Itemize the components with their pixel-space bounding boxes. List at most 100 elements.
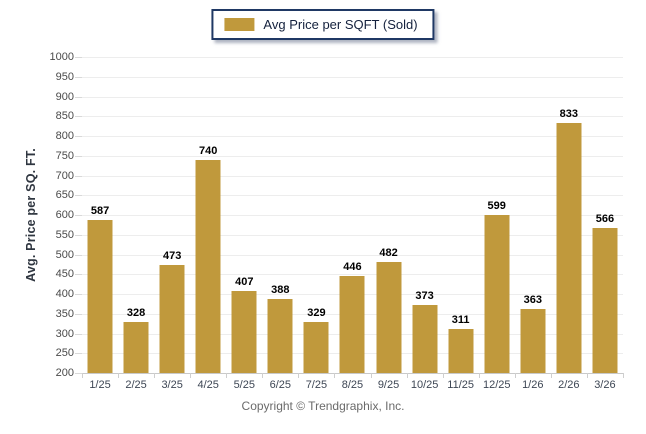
bar: [195, 159, 221, 373]
y-tick-mark: [75, 333, 82, 335]
gridline: [82, 155, 623, 157]
y-tick-label: 250: [55, 347, 74, 360]
x-tick-label: 10/25: [410, 379, 439, 391]
bar: [412, 304, 438, 373]
bar-value-label: 328: [126, 307, 146, 320]
y-tick-mark: [75, 175, 82, 177]
bar: [448, 329, 474, 373]
bar-slot: 311: [443, 57, 479, 373]
x-tick-mark: [298, 373, 300, 378]
y-tick-mark: [75, 274, 82, 276]
x-axis-line: [82, 373, 623, 374]
bar: [376, 261, 402, 373]
y-tick-mark: [75, 353, 82, 355]
y-tick-label: 500: [55, 248, 74, 261]
x-tick-label: 3/25: [161, 379, 183, 391]
bar: [520, 308, 546, 373]
x-tick-mark: [226, 373, 228, 378]
y-tick-mark: [75, 76, 82, 78]
y-tick-label: 950: [55, 70, 74, 83]
bar-slot: 373: [407, 57, 443, 373]
x-tick-label: 3/26: [594, 379, 616, 391]
bar-slot: 328: [118, 57, 154, 373]
x-tick-label: 11/25: [447, 379, 475, 391]
bar-value-label: 599: [487, 200, 506, 213]
x-tick-label: 7/25: [305, 379, 328, 391]
y-tick-mark: [75, 155, 82, 157]
y-tick-mark: [75, 254, 82, 256]
bar-value-label: 388: [271, 283, 290, 296]
gridline: [82, 76, 623, 78]
y-tick-label: 1000: [49, 51, 74, 63]
y-tick-label: 450: [55, 268, 74, 281]
gridline: [82, 116, 623, 118]
bar-value-label: 473: [162, 250, 182, 263]
bar-value-label: 740: [199, 144, 218, 157]
gridline: [82, 274, 623, 276]
legend-swatch-icon: [224, 18, 255, 31]
x-tick-label: 12/25: [482, 379, 511, 391]
gridline: [82, 195, 623, 197]
bar-slot: 329: [298, 57, 334, 373]
y-tick-mark: [75, 234, 82, 236]
y-tick-mark: [75, 294, 82, 295]
x-tick-labels: 1/25 2/25 3/25 4/25 5/25 6/25 7/25 8/25 9/25 10/2…: [82, 379, 623, 391]
x-tick-mark: [370, 373, 372, 378]
x-tick-label: 6/25: [269, 379, 292, 391]
gridline: [82, 96, 623, 98]
bar: [87, 220, 113, 373]
x-tick-label: 8/25: [341, 379, 364, 391]
bar: [556, 122, 582, 373]
copyright-text: Copyright © Trendgraphix, Inc.: [241, 399, 405, 413]
bar: [592, 228, 618, 373]
bar: [123, 322, 149, 373]
x-tick-mark: [442, 373, 444, 378]
plot-area: 200 250 300 350 400 450 500 550 600 650 700 750 800 8…: [50, 51, 623, 379]
bar-value-label: 329: [307, 307, 326, 320]
gridline: [82, 254, 623, 256]
y-tick-label: 900: [55, 90, 74, 103]
bar-value-label: 446: [343, 260, 362, 273]
bar-slot: 482: [371, 57, 407, 373]
x-tick-label: 5/25: [233, 379, 255, 391]
bar-slot: 587: [82, 57, 118, 373]
gridline: [82, 215, 623, 216]
x-tick-mark: [118, 373, 120, 378]
bar-slot: 566: [587, 57, 623, 373]
x-tick-mark: [623, 373, 624, 378]
x-tick-label: 2/26: [558, 379, 580, 391]
legend-label: Avg Price per SQFT (Sold): [263, 17, 418, 32]
gridline: [82, 57, 623, 58]
bar: [267, 298, 293, 373]
x-tick-mark: [334, 373, 336, 378]
y-tick-mark: [75, 136, 82, 137]
bar-slot: 740: [190, 57, 226, 373]
bar-value-label: 566: [595, 213, 615, 226]
bar-slot: 388: [262, 57, 298, 373]
x-tick-mark: [406, 373, 408, 378]
x-tick-mark: [478, 373, 480, 378]
bar-slot: 599: [479, 57, 515, 373]
chart-legend: Avg Price per SQFT (Sold): [211, 9, 435, 40]
x-tick-mark: [550, 373, 552, 378]
bar-slot: 407: [226, 57, 262, 373]
x-tick-label: 9/25: [377, 379, 400, 391]
gridline: [82, 175, 623, 177]
x-tick-mark: [154, 373, 156, 378]
y-tick-label: 650: [55, 189, 74, 202]
x-tick-mark: [82, 373, 83, 378]
gridline: [82, 234, 623, 236]
y-tick-mark: [75, 373, 82, 374]
bar: [159, 265, 185, 373]
x-tick-label: 1/25: [89, 379, 111, 391]
bar: [339, 275, 365, 373]
x-tick-label: 4/25: [197, 379, 219, 391]
y-tick-label: 400: [55, 288, 74, 300]
y-tick-mark: [75, 57, 82, 58]
bar: [231, 291, 257, 373]
y-tick-label: 800: [55, 130, 74, 142]
y-tick-label: 600: [55, 209, 74, 221]
bar-value-label: 363: [523, 293, 542, 306]
bar-slot: 833: [551, 57, 587, 373]
x-tick-mark: [586, 373, 588, 378]
